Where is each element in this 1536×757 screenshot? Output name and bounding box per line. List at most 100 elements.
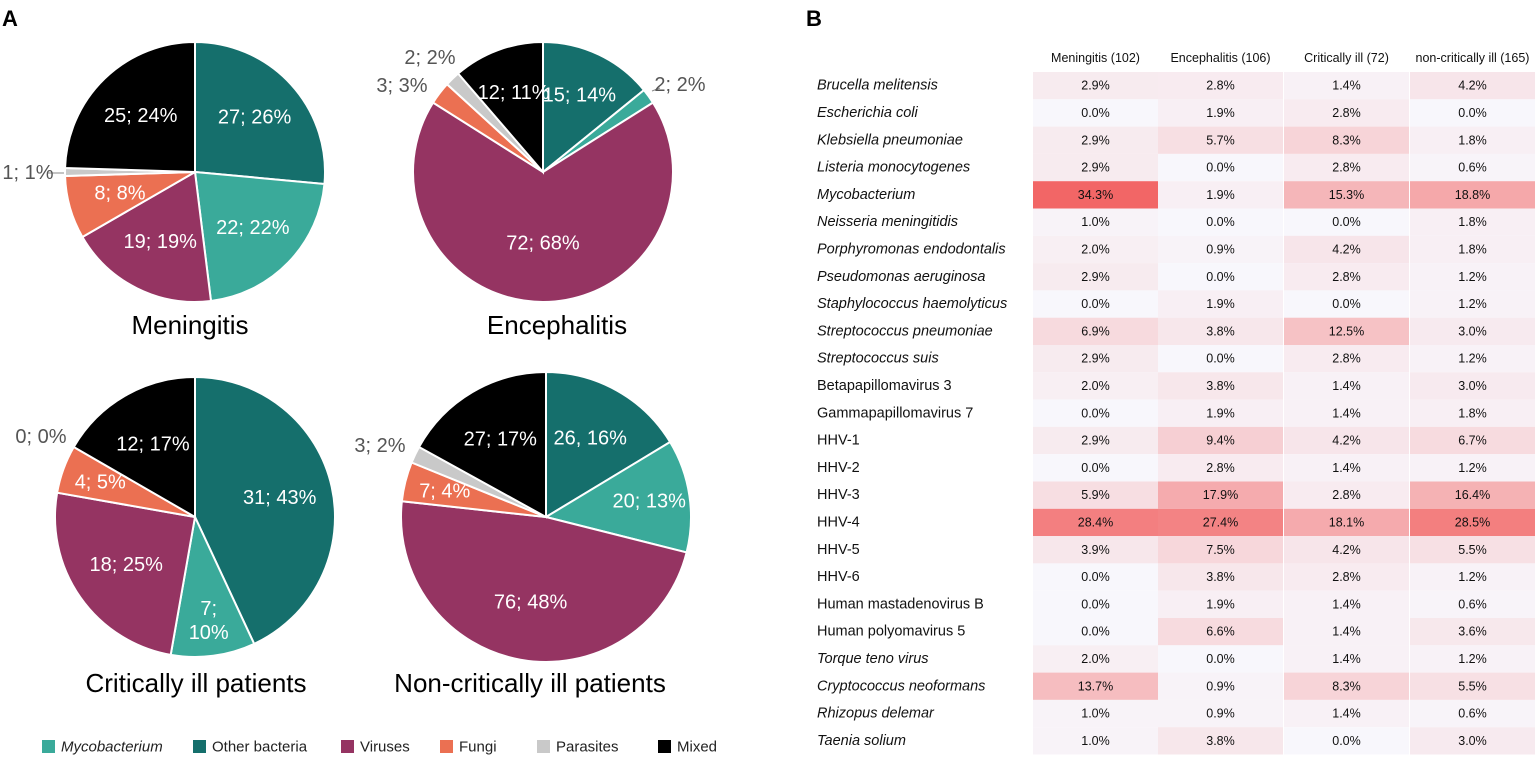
heatmap-row-escherichia-coli: Escherichia coli 0.0% 1.9% 2.8% 0.0% <box>817 99 1535 127</box>
heatmap-cell <box>1158 345 1283 373</box>
heatmap-cell-value: 1.4% <box>1332 406 1361 420</box>
heatmap-cell-value: 1.9% <box>1206 188 1235 202</box>
heatmap-cell <box>1158 454 1283 482</box>
legend-item-mycobacterium: Mycobacterium <box>42 739 163 756</box>
heatmap-cell-value: 1.4% <box>1332 379 1361 393</box>
heatmap-row-label: Brucella melitensis <box>817 78 938 94</box>
heatmap-cell <box>1284 345 1409 373</box>
heatmap-row-label: HHV-4 <box>817 514 860 530</box>
heatmap-cell <box>1284 181 1409 209</box>
heatmap-cell-value: 1.0% <box>1081 707 1110 721</box>
heatmap-cell-value: 2.8% <box>1332 352 1361 366</box>
heatmap-cell <box>1158 481 1283 509</box>
heatmap-cell <box>1410 645 1535 673</box>
heatmap-cell <box>1158 426 1283 455</box>
legend-label: Viruses <box>360 739 410 756</box>
heatmap-cell <box>1284 208 1409 236</box>
slice-label-mixed: 12; 11% <box>478 82 550 104</box>
heatmap-cell <box>1410 126 1535 154</box>
heatmap-row-label: Streptococcus suis <box>817 351 939 367</box>
heatmap-cell-value: 1.4% <box>1332 461 1361 475</box>
legend-swatch <box>193 740 206 753</box>
heatmap-cell <box>1033 481 1158 509</box>
heatmap-cell-value: 2.9% <box>1081 161 1110 175</box>
heatmap-row-mycobacterium: Mycobacterium 34.3% 1.9% 15.3% 18.8% <box>817 181 1535 209</box>
heatmap-cell-value: 0.0% <box>1081 625 1110 639</box>
pie-slice-mycobacterium <box>169 513 256 658</box>
heatmap-cell-value: 18.8% <box>1455 188 1490 202</box>
heatmap-cell-value: 1.8% <box>1458 133 1487 147</box>
slice-label-mycobacterium: 2; 2% <box>654 74 705 96</box>
heatmap-cell <box>1158 181 1283 209</box>
pie-slice-other-bacteria <box>545 370 672 519</box>
heatmap-cell-value: 5.5% <box>1458 679 1487 693</box>
pie-title: Critically ill patients <box>85 668 306 698</box>
heatmap-cell-value: 2.9% <box>1081 79 1110 93</box>
heatmap-cell <box>1284 399 1409 427</box>
heatmap-cell <box>1158 372 1283 400</box>
heatmap-cell-value: 0.9% <box>1206 679 1235 693</box>
heatmap-cell <box>1158 235 1283 264</box>
heatmap-row-label: Staphylococcus haemolyticus <box>817 296 1007 312</box>
heatmap-cell-value: 3.8% <box>1206 324 1235 338</box>
heatmap-cell-value: 2.8% <box>1332 488 1361 502</box>
heatmap-cell <box>1284 372 1409 400</box>
heatmap-cell-value: 1.8% <box>1458 215 1487 229</box>
pie-encephalitis: 15; 14% 2; 2% 72; 68% 3; 3% 2; 2% 12; 11% Ence… <box>376 40 706 340</box>
slice-label-mycobacterium: 20; 13% <box>613 491 687 513</box>
legend-item-fungi: Fungi <box>440 739 497 756</box>
heatmap-row-listeria-monocytogenes: Listeria monocytogenes 2.9% 0.0% 2.8% 0.6% <box>817 153 1535 182</box>
heatmap-cell <box>1410 317 1535 345</box>
pie-title: Encephalitis <box>487 310 627 340</box>
heatmap-row-label: Neisseria meningitidis <box>817 214 958 230</box>
heatmap-cell <box>1158 590 1283 618</box>
heatmap-row-label: Betapapillomavirus 3 <box>817 378 952 394</box>
slice-label-other-bacteria: 15; 14% <box>543 85 617 107</box>
heatmap-row-klebsiella-pneumoniae: Klebsiella pneumoniae 2.9% 5.7% 8.3% 1.8% <box>817 126 1535 154</box>
heatmap-cell <box>1033 645 1158 673</box>
slice-label-parasites: 1; 1% <box>2 162 53 184</box>
heatmap-cell-value: 3.9% <box>1081 543 1110 557</box>
heatmap-cell-value: 1.4% <box>1332 597 1361 611</box>
heatmap-cell <box>1158 536 1283 564</box>
heatmap-cell-value: 0.0% <box>1206 352 1235 366</box>
slice-label-fungi: 3; 3% <box>376 75 427 97</box>
heatmap-cell-value: 0.0% <box>1332 215 1361 229</box>
pie-slice-mycobacterium <box>193 170 326 303</box>
heatmap-cell-value: 0.0% <box>1332 297 1361 311</box>
heatmap-cell-value: 2.0% <box>1081 242 1110 256</box>
panel-a-label: A <box>2 6 18 31</box>
heatmap-cell <box>1158 99 1283 127</box>
pie-slice-mixed <box>64 40 196 174</box>
heatmap-cell-value: 2.0% <box>1081 652 1110 666</box>
heatmap-row-label: Gammapapillomavirus 7 <box>817 405 973 421</box>
heatmap-cell <box>1284 99 1409 127</box>
heatmap-cell-value: 0.9% <box>1206 707 1235 721</box>
heatmap-cell <box>1158 563 1283 591</box>
heatmap-row-gammapapillomavirus-7: Gammapapillomavirus 7 0.0% 1.9% 1.4% 1.8% <box>817 399 1535 427</box>
heatmap-cell <box>1158 317 1283 345</box>
heatmap-cell <box>1033 72 1158 100</box>
pie-slice-viruses <box>412 101 674 303</box>
heatmap-cell-value: 7.5% <box>1206 543 1235 557</box>
heatmap-cell-value: 2.9% <box>1081 133 1110 147</box>
heatmap-cell-value: 1.4% <box>1332 707 1361 721</box>
heatmap-cell <box>1284 126 1409 154</box>
heatmap-cell <box>1410 72 1535 100</box>
heatmap-row-label: Torque teno virus <box>817 651 929 667</box>
heatmap-column-header: Meningitis (102) <box>1051 51 1140 65</box>
pie-slice-other-bacteria <box>542 40 646 175</box>
heatmap-cell <box>1410 372 1535 400</box>
pie-charts: 27; 26% 22; 22% 19; 19% 8; 8% 1; 1% 25; 24% Me… <box>2 40 706 698</box>
heatmap-row-label: HHV-2 <box>817 460 860 476</box>
heatmap-cell-value: 1.2% <box>1458 461 1487 475</box>
heatmap-cell-value: 0.0% <box>1206 270 1235 284</box>
heatmap-cell-value: 3.0% <box>1458 379 1487 393</box>
heatmap-cell-value: 4.2% <box>1458 79 1487 93</box>
heatmap-cell <box>1033 399 1158 427</box>
heatmap-cell <box>1033 181 1158 209</box>
heatmap-cell <box>1284 508 1409 537</box>
heatmap-cell <box>1158 645 1283 673</box>
heatmap-cell-value: 1.2% <box>1458 652 1487 666</box>
legend-swatch <box>658 740 671 753</box>
